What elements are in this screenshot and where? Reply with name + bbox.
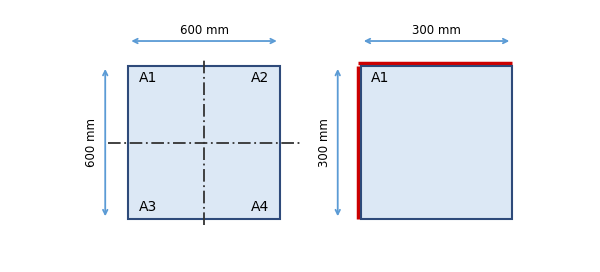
Bar — [128, 66, 280, 219]
Bar — [361, 66, 512, 219]
Text: 300 mm: 300 mm — [412, 24, 461, 37]
Text: A1: A1 — [371, 71, 389, 85]
Text: 600 mm: 600 mm — [179, 24, 229, 37]
Text: A3: A3 — [139, 200, 157, 214]
Text: 600 mm: 600 mm — [85, 118, 98, 167]
Text: A1: A1 — [139, 71, 157, 85]
Text: A4: A4 — [251, 200, 269, 214]
Text: A2: A2 — [251, 71, 269, 85]
Text: 300 mm: 300 mm — [318, 118, 331, 167]
